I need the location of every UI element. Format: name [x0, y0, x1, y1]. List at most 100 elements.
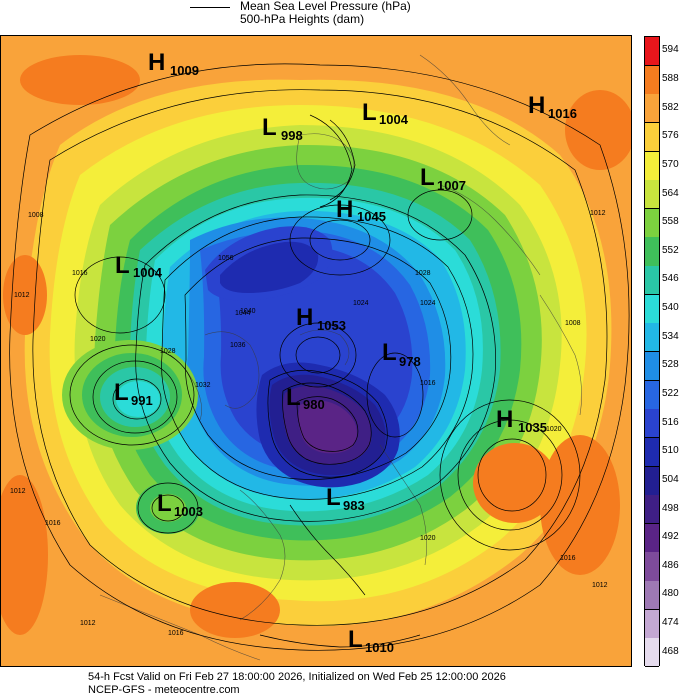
colorbar-label: 474 [662, 617, 679, 629]
pressure-center-low: L 991 [114, 379, 153, 408]
pressure-center-high: H 1016 [528, 92, 577, 121]
isobar-label: 1040 [240, 308, 256, 315]
isobar-label: 1008 [28, 212, 44, 219]
colorbar-swatch [645, 609, 659, 639]
center-value: 1053 [317, 318, 346, 333]
pressure-center-low: L 1010 [348, 626, 394, 655]
weather-map: 1008 1012 1016 1020 1028 1032 1036 1044 … [0, 35, 632, 667]
colorbar-label: 486 [662, 559, 679, 571]
colorbar-swatch [645, 380, 659, 410]
center-letter: L [262, 114, 277, 141]
center-letter: L [362, 99, 377, 126]
height-band-ridge-588-ne [565, 90, 632, 170]
colorbar-label: 570 [662, 158, 679, 170]
height-band-pacific-low-534 [116, 381, 160, 417]
center-value: 1045 [357, 209, 386, 224]
pressure-center-high: H 1045 [336, 196, 386, 224]
colorbar-swatch [645, 208, 659, 238]
center-value: 983 [343, 498, 365, 513]
map-footer: 54-h Fcst Valid on Fri Feb 27 18:00:00 2… [88, 671, 648, 697]
model-source-text: NCEP-GFS - meteocentre.com [88, 684, 240, 696]
colorbar-label: 534 [662, 330, 679, 342]
center-letter: L [348, 626, 363, 653]
legend-label-mslp: Mean Sea Level Pressure (hPa) [240, 0, 411, 13]
isobar-labels: 1008 1012 1016 1020 1028 1032 1036 1044 … [10, 210, 608, 637]
colorbar-label: 582 [662, 101, 679, 113]
isobar-label: 1012 [592, 582, 608, 589]
colorbar-swatch [645, 466, 659, 496]
colorbar-swatch [645, 151, 659, 181]
colorbar-swatch [645, 552, 659, 582]
center-value: 978 [399, 354, 421, 369]
colorbar-label: 522 [662, 387, 679, 399]
colorbar-label: 468 [662, 645, 679, 657]
isobar-label: 1044 [235, 310, 251, 317]
center-letter: H [528, 92, 545, 119]
colorbar-label: 510 [662, 445, 679, 457]
colorbar-swatch [645, 94, 659, 124]
isobar-label: 1016 [168, 630, 184, 637]
colorbar-label: 594 [662, 44, 679, 56]
pressure-center-high: H 1035 [496, 406, 547, 435]
center-value: 980 [303, 397, 325, 412]
center-value: 1016 [548, 106, 577, 121]
center-letter: L [326, 484, 341, 511]
center-letter: H [148, 49, 165, 76]
colorbar-label: 540 [662, 302, 679, 314]
height-band-510-north [220, 241, 319, 293]
isobar-label: 1016 [560, 555, 576, 562]
legend-line-swatch [190, 7, 230, 8]
isobar-label: 1020 [420, 535, 436, 542]
colorbar-swatch [645, 237, 659, 267]
colorbar-swatch [645, 122, 659, 153]
pressure-center-low: L 978 [382, 339, 421, 369]
isobar-label: 1008 [565, 320, 581, 327]
colorbar-label: 516 [662, 416, 679, 428]
colorbar-label: 492 [662, 531, 679, 543]
center-value: 1003 [174, 504, 203, 519]
center-value: 998 [281, 128, 303, 143]
pressure-center-high: H 1009 [148, 49, 199, 78]
colorbar-label: 576 [662, 130, 679, 142]
colorbar-label: 564 [662, 187, 679, 199]
colorbar-swatch [645, 495, 659, 525]
height-band-ridge-588-nw [3, 255, 47, 335]
isobar-label: 1036 [230, 342, 246, 349]
isobar-label: 1012 [590, 210, 606, 217]
pressure-center-low: L 1004 [115, 252, 163, 280]
colorbar-label: 498 [662, 502, 679, 514]
height-band-ridge-588-w [0, 475, 48, 635]
colorbar-label: 480 [662, 588, 679, 600]
height-band-low-1003-inner [150, 494, 186, 522]
colorbar-swatch [645, 638, 659, 668]
pressure-center-low: L 1003 [157, 490, 203, 519]
pressure-center-high: H 1053 [296, 304, 346, 333]
colorbar-label: 558 [662, 216, 679, 228]
colorbar-label: 504 [662, 473, 679, 485]
center-value: 1004 [379, 112, 409, 127]
center-value: 1009 [170, 63, 199, 78]
center-letter: L [382, 339, 397, 366]
pressure-center-low: L 1007 [420, 164, 466, 193]
center-value: 1007 [437, 178, 466, 193]
isobar-label: 1028 [415, 270, 431, 277]
colorbar-label: 588 [662, 72, 679, 84]
height-band-ridge-588-south [190, 582, 280, 638]
colorbar-swatch [645, 581, 659, 611]
center-letter: L [115, 252, 130, 279]
colorbar-labels: 594 588 582 576 570 564 558 552 546 540 534 528 522 5… [662, 36, 681, 666]
pressure-centers: H 1009 L 998 L 1004 H 1016 L 1007 H 1045 [114, 49, 577, 655]
colorbar-swatch [645, 266, 659, 296]
colorbar-swatch [645, 180, 659, 210]
height-colorbar [644, 36, 660, 668]
colorbar-swatch [645, 323, 659, 353]
center-value: 1004 [133, 265, 163, 280]
pressure-center-low: L 983 [326, 484, 365, 513]
colorbar-label: 552 [662, 244, 679, 256]
colorbar-label: 528 [662, 359, 679, 371]
isobar-label: 1020 [90, 336, 106, 343]
isobar-label: 1016 [72, 270, 88, 277]
center-letter: L [114, 379, 129, 406]
center-letter: H [496, 406, 513, 433]
isobar-label: 1012 [80, 620, 96, 627]
